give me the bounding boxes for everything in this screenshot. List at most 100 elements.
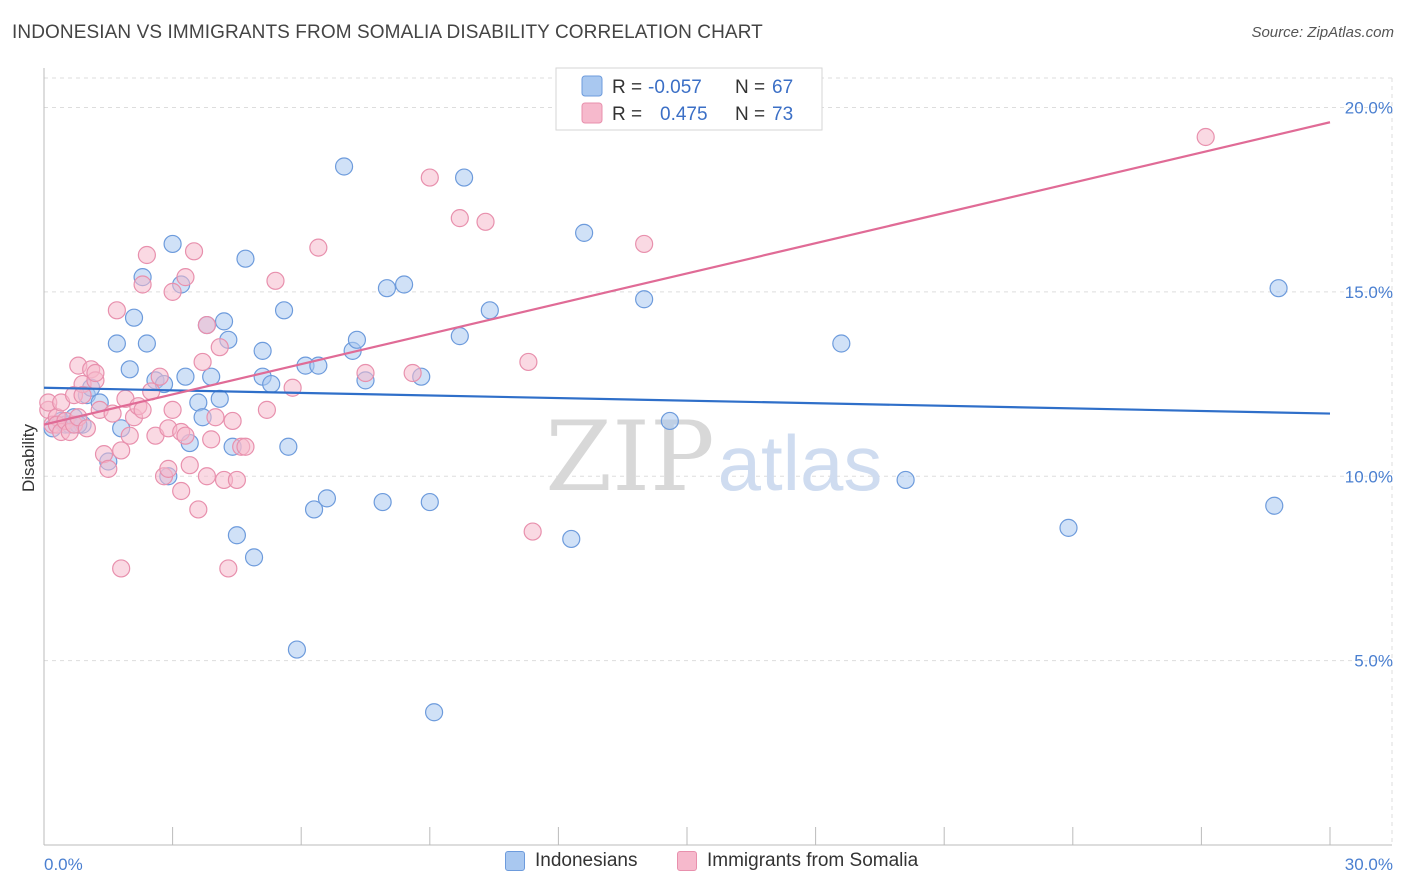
point-pink-15 [77, 419, 96, 438]
point-blue-55 [454, 168, 474, 187]
point-pink-71 [159, 459, 178, 478]
x-tick-label-max: 30.0% [1345, 855, 1393, 874]
trend-line-blue [43, 386, 1331, 415]
legend-swatch-indonesians [505, 851, 525, 871]
point-pink-23 [107, 301, 126, 320]
point-blue-60 [660, 411, 679, 431]
point-pink-38 [163, 282, 182, 301]
point-pink-30 [133, 275, 152, 294]
point-pink-18 [86, 363, 105, 383]
point-pink-65 [476, 212, 495, 231]
data-points [39, 127, 1288, 722]
point-blue-35 [253, 341, 272, 360]
point-blue-38 [279, 437, 298, 456]
point-pink-42 [176, 268, 195, 287]
legend-swatch-blue [581, 75, 603, 97]
watermark-atlas: atlas [718, 419, 883, 507]
point-pink-14 [73, 386, 92, 405]
point-pink-64 [450, 209, 469, 228]
legend-n-label-2: N = [735, 104, 765, 125]
point-blue-39 [287, 640, 307, 659]
legend-r-value-2: 0.475 [660, 104, 708, 125]
point-pink-72 [236, 437, 255, 456]
point-pink-48 [197, 315, 216, 335]
point-blue-46 [347, 330, 367, 349]
point-blue-12 [120, 360, 139, 379]
legend-n-value-1: 67 [772, 77, 793, 98]
point-blue-64 [1265, 496, 1284, 515]
point-blue-63 [1059, 518, 1078, 537]
point-blue-43 [317, 489, 337, 508]
source-label: Source: ZipAtlas.com [1251, 24, 1394, 41]
point-pink-66 [519, 352, 538, 372]
point-blue-62 [896, 470, 915, 490]
point-pink-50 [206, 408, 225, 427]
y-axis-label: Disability [19, 423, 38, 492]
legend-r-label-1: R = [612, 77, 642, 98]
point-pink-55 [227, 470, 246, 490]
legend-n-value-2: 73 [772, 104, 793, 125]
point-blue-13 [124, 308, 144, 327]
point-blue-36 [262, 374, 281, 394]
bottom-legend: Indonesians Immigrants from Somalia [0, 850, 1406, 880]
point-pink-44 [184, 242, 204, 261]
x-tick-label-min: 0.0% [44, 855, 83, 874]
bottom-legend-label-somalia: Immigrants from Somalia [707, 850, 919, 871]
legend-r-value-1: -0.057 [648, 77, 702, 98]
legend-n-label-1: N = [735, 77, 765, 98]
point-blue-52 [420, 492, 439, 512]
point-blue-44 [334, 157, 354, 176]
point-blue-57 [562, 529, 581, 549]
y-tick-label-5: 5.0% [1354, 652, 1393, 671]
point-blue-50 [394, 275, 414, 294]
point-blue-41 [304, 500, 324, 519]
point-pink-27 [120, 426, 139, 445]
point-blue-31 [227, 526, 246, 545]
point-pink-70 [172, 481, 191, 501]
bottom-legend-label-indonesians: Indonesians [535, 850, 638, 871]
point-blue-58 [575, 223, 594, 242]
legend-swatch-somalia [677, 851, 697, 871]
point-pink-69 [1196, 127, 1215, 147]
watermark: ZIP atlas [545, 401, 882, 513]
bottom-legend-item-somalia: Immigrants from Somalia [677, 850, 918, 872]
point-pink-68 [635, 234, 654, 254]
point-pink-54 [223, 411, 242, 431]
point-pink-51 [210, 338, 229, 357]
point-blue-54 [450, 327, 469, 346]
bottom-legend-item-indonesians: Indonesians [505, 850, 637, 872]
legend-swatch-pink [581, 102, 603, 124]
tick-labels: 5.0% 10.0% 15.0% 20.0% 0.0% 30.0% [44, 99, 1393, 875]
point-blue-32 [236, 249, 255, 268]
point-blue-59 [635, 290, 654, 309]
point-blue-48 [373, 492, 392, 512]
y-tick-label-20: 20.0% [1345, 99, 1393, 118]
point-pink-21 [99, 459, 118, 478]
point-pink-49 [202, 430, 221, 449]
point-blue-26 [202, 367, 221, 386]
trend-lines [43, 121, 1331, 426]
point-pink-45 [189, 500, 208, 519]
y-tick-label-15: 15.0% [1345, 283, 1393, 302]
point-pink-63 [420, 168, 439, 187]
point-blue-21 [176, 367, 195, 386]
point-pink-47 [197, 467, 216, 486]
point-pink-39 [163, 400, 182, 419]
point-pink-67 [523, 522, 542, 541]
point-pink-41 [176, 426, 195, 445]
point-blue-61 [832, 334, 851, 353]
point-pink-57 [257, 400, 277, 419]
point-blue-15 [137, 334, 156, 353]
legend: R = -0.057 N = 67 R = 0.475 N = 73 [555, 67, 823, 131]
point-blue-33 [244, 548, 264, 567]
point-pink-46 [193, 352, 212, 372]
point-blue-53 [424, 703, 444, 722]
point-pink-35 [150, 367, 169, 386]
legend-r-label-2: R = [612, 104, 642, 125]
y-tick-label-10: 10.0% [1345, 467, 1393, 486]
series-pink [39, 127, 1215, 578]
point-pink-58 [266, 271, 285, 290]
point-blue-10 [107, 334, 126, 353]
axes [43, 68, 1392, 846]
